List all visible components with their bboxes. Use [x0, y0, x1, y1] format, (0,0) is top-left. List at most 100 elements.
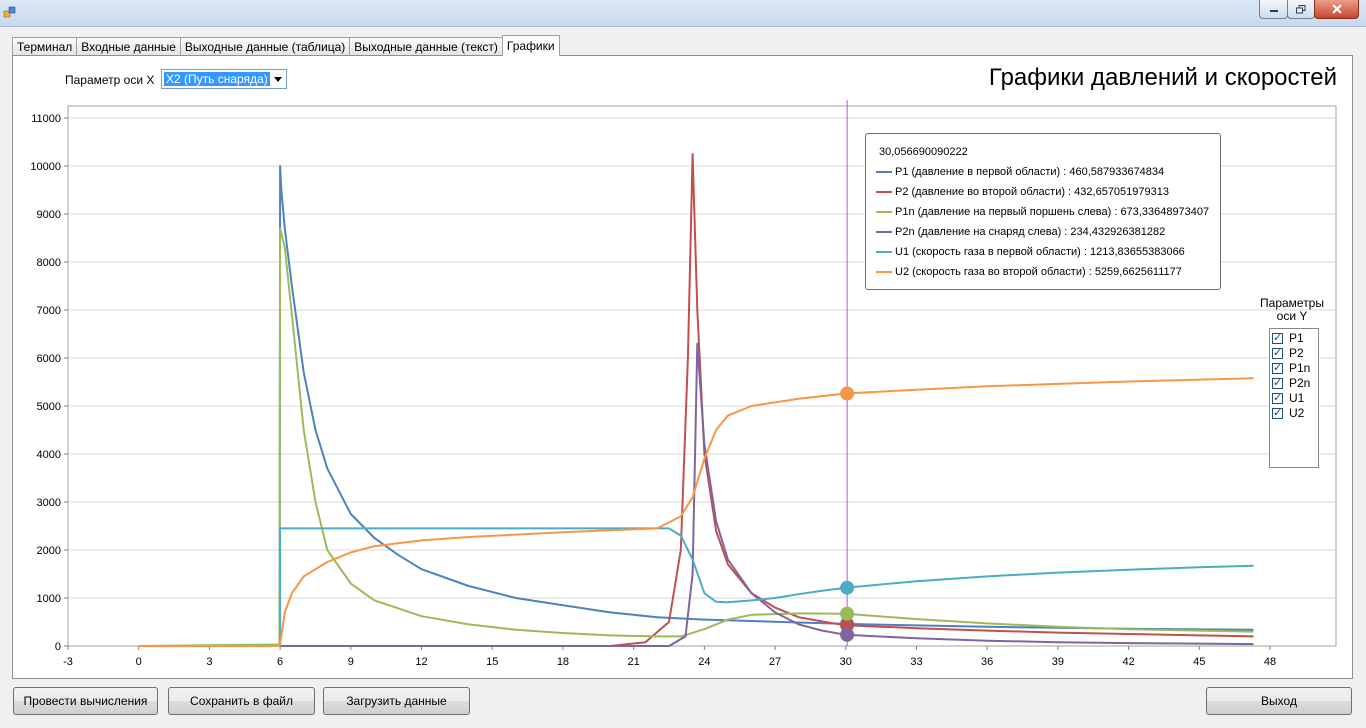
x-tick-label: 39: [1052, 656, 1064, 668]
y-tick-label: 7000: [37, 305, 61, 317]
legend-swatch: [876, 211, 892, 214]
legend-swatch: [876, 171, 892, 174]
legend-label: P1 (давление в первой области) : 460,587…: [895, 166, 1165, 178]
y-tick-label: 3000: [37, 497, 61, 509]
legend-label: U2 (скорость газа во второй области) : 5…: [895, 266, 1182, 278]
series-line-u2: [138, 377, 1254, 647]
legend-item-u1: U1 (скорость газа в первой области) : 12…: [876, 245, 1185, 259]
legend-label: P2 (давление во второй области) : 432,65…: [895, 186, 1169, 198]
legend-label: P2n (давление на снаряд слева) : 234,432…: [895, 226, 1166, 238]
checkbox-checked-icon[interactable]: [1272, 376, 1283, 391]
x-axis-param-value: X2 (Путь снаряда): [164, 72, 270, 86]
minimize-icon[interactable]: [1259, 0, 1288, 19]
y-tick-label: 8000: [37, 257, 61, 269]
legend-swatch: [876, 271, 892, 274]
series-line-p1: [138, 165, 1254, 647]
x-tick-label: 36: [981, 656, 993, 668]
checkbox-checked-icon[interactable]: [1272, 346, 1283, 361]
checkbox-u1[interactable]: U1: [1272, 391, 1304, 406]
checkbox-label: U2: [1289, 406, 1305, 420]
tab-output-text[interactable]: Выходные данные (текст): [349, 37, 503, 56]
load-data-button[interactable]: Загрузить данные: [323, 687, 470, 715]
x-axis-param-select[interactable]: X2 (Путь снаряда): [161, 69, 287, 89]
tab-output-table[interactable]: Выходные данные (таблица): [179, 37, 351, 56]
app-icon: [3, 6, 16, 18]
x-tick-label: 21: [628, 656, 640, 668]
x-tick-label: -3: [63, 656, 73, 668]
tab-strip: Терминал Входные данные Выходные данные …: [12, 35, 560, 56]
legend-swatch: [876, 191, 892, 194]
cursor-marker-p2n: [840, 627, 855, 642]
series-line-u1: [279, 527, 1254, 646]
checkbox-p2[interactable]: P2: [1272, 346, 1304, 361]
checkbox-checked-icon[interactable]: [1272, 391, 1283, 406]
maximize-icon[interactable]: [1287, 0, 1315, 19]
exit-button[interactable]: Выход: [1206, 687, 1352, 715]
checkbox-label: P1: [1289, 331, 1304, 345]
chart-series: [138, 153, 1254, 647]
legend-item-u2: U2 (скорость газа во второй области) : 5…: [876, 265, 1182, 279]
checkbox-checked-icon[interactable]: [1272, 361, 1283, 376]
legend-item-p1n: P1n (давление на первый поршень слева) :…: [876, 205, 1209, 219]
x-tick-label: 33: [910, 656, 922, 668]
x-tick-label: 48: [1264, 656, 1276, 668]
checkbox-label: U1: [1289, 391, 1305, 405]
save-to-file-button[interactable]: Сохранить в файл: [168, 687, 315, 715]
checkbox-label: P2: [1289, 346, 1304, 360]
checkbox-checked-icon[interactable]: [1272, 331, 1283, 346]
x-tick-label: 0: [136, 656, 142, 668]
y-tick-label: 2000: [37, 545, 61, 557]
cursor-values-legend: 30,056690090222 P1 (давление в первой об…: [865, 133, 1221, 290]
checkbox-p1n[interactable]: P1n: [1272, 361, 1310, 376]
y-axis-params-title: Параметры оси Y: [1260, 296, 1324, 323]
legend-item-p2n: P2n (давление на снаряд слева) : 234,432…: [876, 225, 1165, 239]
tab-terminal[interactable]: Терминал: [12, 37, 78, 56]
x-tick-label: 42: [1122, 656, 1134, 668]
x-tick-label: 24: [698, 656, 710, 668]
cursor-marker-u1: [840, 580, 855, 595]
series-line-p2n: [138, 342, 1254, 647]
y-tick-label: 5000: [37, 401, 61, 413]
y-tick-label: 0: [55, 641, 61, 653]
cursor-marker-p1n: [840, 606, 855, 621]
checkbox-label: P2n: [1289, 376, 1311, 390]
x-tick-label: 27: [769, 656, 781, 668]
y-tick-label: 4000: [37, 449, 61, 461]
x-tick-label: 30: [840, 656, 852, 668]
window-titlebar: [0, 0, 1366, 27]
legend-item-p1: P1 (давление в первой области) : 460,587…: [876, 165, 1164, 179]
series-line-p2: [138, 153, 1254, 647]
checkbox-label: P1n: [1289, 361, 1311, 375]
series-line-p1n: [138, 227, 1254, 647]
close-icon[interactable]: [1314, 0, 1359, 19]
compute-button[interactable]: Провести вычисления: [13, 687, 158, 715]
y-tick-label: 6000: [37, 353, 61, 365]
x-tick-label: 3: [206, 656, 212, 668]
cursor-x-value: 30,056690090222: [879, 146, 968, 158]
x-tick-label: 9: [348, 656, 354, 668]
y-tick-label: 1000: [37, 593, 61, 605]
legend-swatch: [876, 231, 892, 234]
tab-input-data[interactable]: Входные данные: [76, 37, 181, 56]
y-tick-label: 9000: [37, 209, 61, 221]
x-tick-label: 12: [415, 656, 427, 668]
x-tick-label: 45: [1193, 656, 1205, 668]
x-tick-label: 6: [277, 656, 283, 668]
legend-label: U1 (скорость газа в первой области) : 12…: [895, 246, 1185, 258]
y-axis-params-list: P1 P2 P1n P2n U1 U2: [1269, 328, 1319, 468]
checkbox-p1[interactable]: P1: [1272, 331, 1304, 346]
cursor-marker-u2: [840, 386, 855, 401]
legend-swatch: [876, 251, 892, 254]
x-axis-param-label: Параметр оси X: [65, 73, 155, 87]
chevron-down-icon[interactable]: [274, 77, 282, 82]
chart-markers: [840, 100, 855, 646]
x-tick-label: 15: [486, 656, 498, 668]
legend-label: P1n (давление на первый поршень слева) :…: [895, 206, 1210, 218]
y-tick-label: 10000: [30, 161, 61, 173]
checkbox-checked-icon[interactable]: [1272, 406, 1283, 421]
checkbox-p2n[interactable]: P2n: [1272, 376, 1310, 391]
chart-axes: 0 1000 2000 3000 4000 5000 6000 7000 8000 9000 100…: [30, 113, 1276, 668]
checkbox-u2[interactable]: U2: [1272, 406, 1304, 421]
x-tick-label: 18: [557, 656, 569, 668]
tab-charts[interactable]: Графики: [501, 35, 560, 56]
